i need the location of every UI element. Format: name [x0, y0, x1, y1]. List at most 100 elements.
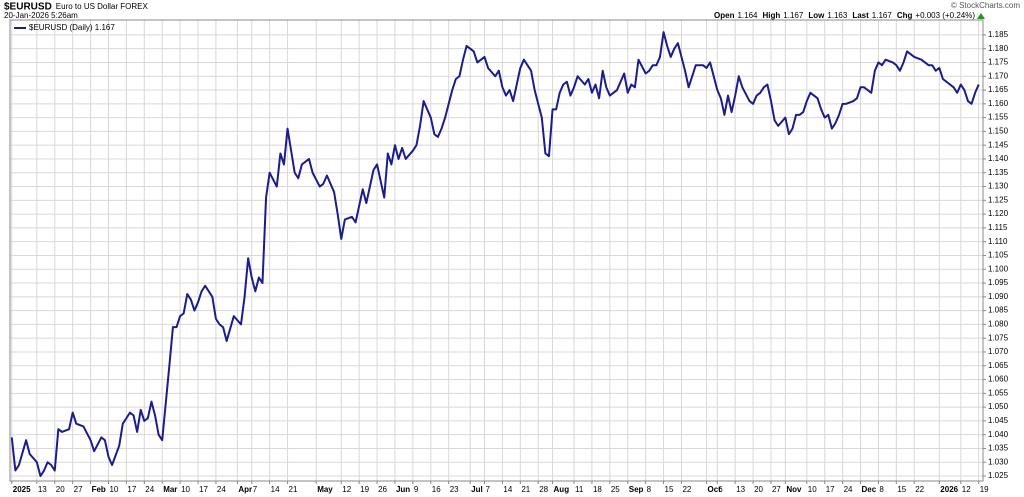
x-tick-label: Apr [238, 485, 252, 494]
y-tick-label: 1.130 [988, 182, 1009, 191]
quote-value: 1.167 [783, 11, 804, 20]
y-tick-label: 1.185 [988, 30, 1009, 39]
x-tick-label: Dec [862, 485, 877, 494]
y-tick-label: 1.040 [988, 430, 1009, 439]
x-tick-label: May [317, 485, 333, 494]
y-tick-label: 1.180 [988, 44, 1009, 53]
x-tick-label: 10 [181, 485, 190, 494]
x-tick-label: 17 [199, 485, 208, 494]
y-tick-label: 1.030 [988, 457, 1009, 466]
plot [10, 31, 980, 478]
x-tick-label: 13 [736, 485, 745, 494]
y-tick-label: 1.060 [988, 375, 1009, 384]
x-tick-label: 24 [217, 485, 226, 494]
x-tick-label: Mar [163, 485, 177, 494]
x-tick-label: 12 [962, 485, 971, 494]
x-tick-label: 11 [575, 485, 584, 494]
y-tick-label: 1.115 [988, 223, 1008, 232]
quote-label: Open [714, 11, 735, 20]
x-tick-label: Feb [92, 485, 106, 494]
x-tick-label: 22 [682, 485, 691, 494]
quote-label: Low [808, 11, 825, 20]
y-tick-label: 1.125 [988, 195, 1009, 204]
x-tick-label: Aug [554, 485, 570, 494]
x-tick-label: 18 [593, 485, 602, 494]
x-tick-label: Jul [471, 485, 483, 494]
x-tick-label: 12 [342, 485, 351, 494]
x-tick-label: 6 [718, 485, 723, 494]
y-tick-label: 1.160 [988, 99, 1009, 108]
y-tick-label: 1.135 [988, 168, 1009, 177]
x-tick-label: 10 [808, 485, 817, 494]
x-tick-label: Nov [786, 485, 802, 494]
x-tick-label: 23 [450, 485, 459, 494]
y-tick-label: 1.095 [988, 278, 1009, 287]
x-tick-label: 7 [253, 485, 258, 494]
x-tick-label: 25 [611, 485, 620, 494]
x-tick-label: 8 [879, 485, 884, 494]
x-tick-label: 19 [360, 485, 369, 494]
y-tick-label: 1.070 [988, 347, 1009, 356]
y-tick-label: 1.075 [988, 333, 1009, 342]
y-tick-label: 1.050 [988, 402, 1009, 411]
source: © StockCharts.com [951, 1, 1020, 10]
quote-value: 1.164 [737, 11, 758, 20]
chart-date: 20-Jan-2026 5:26am [4, 11, 78, 20]
x-tick-label: 13 [38, 485, 47, 494]
plot-border [9, 19, 984, 482]
y-tick-label: 1.090 [988, 292, 1009, 301]
x-tick-label: 14 [271, 485, 280, 494]
y-tick-label: 1.065 [988, 361, 1009, 370]
y-tick-label: 1.025 [988, 471, 1009, 480]
y-tick-label: 1.080 [988, 320, 1009, 329]
x-tick-label: 15 [897, 485, 906, 494]
y-tick-label: 1.105 [988, 251, 1009, 260]
x-tick-label: 26 [378, 485, 387, 494]
y-tick-label: 1.055 [988, 388, 1009, 397]
quote-value: 1.167 [872, 11, 893, 20]
y-tick-label: 1.035 [988, 444, 1009, 453]
x-tick-label: 8 [647, 485, 652, 494]
y-tick-label: 1.165 [988, 85, 1009, 94]
x-tick-label: 7 [486, 485, 491, 494]
x-tick-label: 21 [289, 485, 298, 494]
quote-label: Last [852, 11, 869, 20]
y-tick-label: 1.110 [988, 237, 1008, 246]
y-tick-label: 1.145 [988, 140, 1009, 149]
x-tick-label: 28 [539, 485, 548, 494]
x-tick-label: Sep [629, 485, 644, 494]
quote-value: +0.003 (+0.24%) [915, 11, 975, 20]
y-tick-label: 1.085 [988, 306, 1009, 315]
x-tick-label: 20 [56, 485, 65, 494]
x-tick-label: Jun [396, 485, 410, 494]
quote-label: High [763, 11, 781, 20]
x-tick-label: 16 [432, 485, 441, 494]
quote-label: Chg [897, 11, 913, 20]
y-tick-label: 1.120 [988, 209, 1009, 218]
x-tick-label: 21 [521, 485, 530, 494]
x-tick-label: 15 [665, 485, 674, 494]
x-tick-label: 17 [127, 485, 136, 494]
x-tick-label: Oct [708, 485, 722, 494]
x-tick-label: 9 [414, 485, 419, 494]
y-tick-label: 1.150 [988, 126, 1009, 135]
x-tick-label: 14 [503, 485, 512, 494]
y-tick-label: 1.100 [988, 264, 1009, 273]
grid [10, 20, 983, 481]
y-tick-label: 1.155 [988, 113, 1009, 122]
y-tick-label: 1.140 [988, 154, 1009, 163]
x-tick-label: 24 [844, 485, 853, 494]
y-tick-label: 1.175 [988, 58, 1009, 67]
x-tick-label: 17 [826, 485, 835, 494]
quote-value: 1.163 [827, 11, 848, 20]
x-tick-label: 27 [772, 485, 781, 494]
x-tick-label: 2025 [13, 485, 31, 494]
change-arrow [977, 13, 985, 19]
x-tick-label: 2026 [940, 485, 958, 494]
x-tick-label: 22 [915, 485, 924, 494]
quote: Open 1.164 High 1.167 Low 1.163 Last 1.167 Chg +0… [714, 11, 975, 20]
x-tick-label: 19 [980, 485, 989, 494]
